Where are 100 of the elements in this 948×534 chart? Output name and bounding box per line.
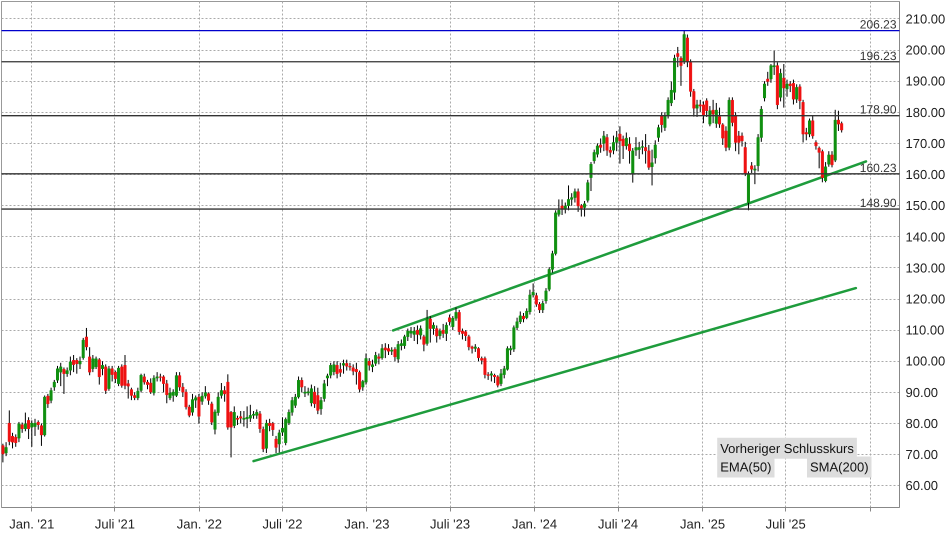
candlestick — [88, 346, 92, 376]
candlestick — [712, 99, 715, 124]
candlestick — [714, 102, 718, 128]
ref-line-label: 148.90 — [860, 196, 897, 210]
candlestick — [345, 359, 348, 372]
y-tick-label: 90.00 — [906, 384, 938, 400]
candlestick — [438, 328, 442, 340]
y-tick-label: 70.00 — [906, 447, 938, 462]
candlestick — [30, 420, 34, 448]
annotation: SMA(200) — [810, 460, 869, 475]
ref-line-label: 196.23 — [860, 48, 897, 63]
candlestick — [416, 324, 419, 345]
candlestick — [384, 342, 387, 359]
candlestick — [152, 374, 156, 396]
candlestick — [696, 99, 699, 118]
candlestick — [702, 100, 705, 124]
candlestick — [300, 376, 304, 393]
candlestick — [110, 365, 114, 382]
y-tick-label: 140.00 — [906, 229, 946, 244]
candlestick — [75, 358, 78, 374]
candlestick — [190, 393, 194, 416]
y-tick-label: 100.00 — [906, 354, 946, 369]
candlestick — [174, 372, 178, 398]
y-tick-label: 160.00 — [906, 167, 946, 182]
candlestick — [236, 415, 239, 426]
candlestick — [618, 126, 622, 164]
candlestick — [795, 84, 798, 104]
candlestick — [782, 64, 786, 108]
candlestick — [476, 346, 480, 362]
x-tick-label: Jan. '22 — [176, 516, 222, 532]
candlestick — [246, 406, 249, 429]
candlestick — [698, 99, 702, 113]
candlestick — [412, 326, 416, 342]
candlestick — [393, 346, 396, 362]
y-tick-label: 150.00 — [906, 198, 946, 214]
candlestick — [336, 360, 339, 379]
candlestick — [566, 184, 570, 211]
candlestick — [387, 344, 390, 356]
candlestick — [72, 354, 76, 373]
candlestick — [740, 132, 744, 148]
candlestick — [4, 442, 8, 457]
ref-line-label: 160.23 — [860, 160, 897, 175]
candlestick — [268, 418, 272, 432]
y-tick-label: 120.00 — [906, 292, 946, 306]
candlestick — [149, 378, 152, 394]
candlestick — [20, 422, 24, 434]
candlestick — [120, 364, 124, 388]
x-tick-label: Juli '24 — [598, 516, 638, 532]
candlestick — [338, 362, 342, 378]
candlestick — [242, 410, 246, 428]
annotation: Vorheriger Schlusskurs — [720, 440, 854, 456]
candlestick — [62, 366, 66, 394]
candlestick — [606, 134, 609, 156]
candlestick — [583, 200, 586, 218]
candlestick — [114, 370, 117, 384]
x-tick-label: Jan. '25 — [680, 516, 726, 532]
candlestick — [638, 141, 641, 160]
candlestick — [811, 116, 814, 140]
candlestick — [490, 370, 493, 382]
candlestick — [232, 406, 236, 429]
candlestick — [142, 373, 146, 386]
candlestick — [332, 360, 336, 376]
candlestick — [435, 324, 438, 344]
candlestick — [576, 188, 580, 212]
x-tick-label: Juli '22 — [262, 516, 302, 532]
candlestick — [448, 314, 452, 326]
y-tick-label: 80.00 — [906, 416, 938, 431]
y-tick-label: 180.00 — [906, 104, 946, 120]
candlestick — [68, 356, 72, 376]
y-tick-label: 110.00 — [906, 322, 944, 338]
candlestick — [410, 326, 413, 338]
x-tick-label: Jan. '23 — [344, 516, 390, 532]
y-tick-label: 210.00 — [906, 11, 946, 26]
candlestick — [117, 365, 120, 387]
candlestick — [24, 412, 27, 432]
candlestick — [98, 358, 101, 386]
candlestick — [40, 422, 43, 446]
x-tick-label: Jan. '24 — [512, 516, 558, 532]
candlestick — [104, 364, 108, 394]
candlestick — [368, 358, 371, 372]
candlestick — [483, 356, 486, 379]
candlestick — [165, 379, 168, 404]
ref-line-label: 206.23 — [860, 18, 897, 32]
y-tick-label: 190.00 — [906, 74, 946, 89]
candlestick — [34, 418, 37, 436]
candlestick — [522, 312, 526, 323]
y-tick-label: 60.00 — [906, 478, 938, 494]
candlestick — [310, 384, 313, 407]
candlestick — [396, 340, 400, 364]
candlestick — [493, 373, 496, 384]
y-tick-label: 130.00 — [906, 260, 946, 276]
candlestick — [499, 368, 503, 387]
annotation: EMA(50) — [720, 460, 772, 475]
y-tick-label: 200.00 — [906, 42, 946, 58]
candlestick — [380, 344, 384, 360]
candlestick — [612, 135, 615, 155]
y-tick-label: 170.00 — [906, 136, 946, 151]
candlestick — [271, 421, 274, 436]
candlestick — [8, 410, 11, 446]
candlestick — [836, 110, 840, 132]
